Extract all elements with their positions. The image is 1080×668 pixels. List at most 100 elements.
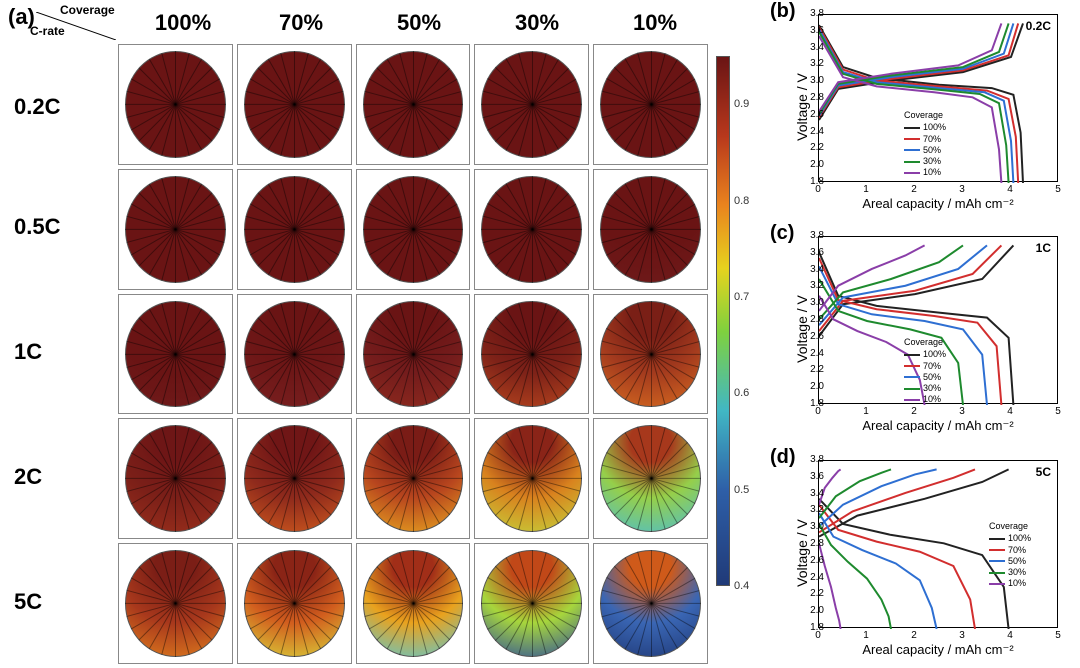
y-tick: 2.2	[800, 588, 824, 599]
x-tick: 0	[812, 184, 824, 195]
disc-cell	[356, 418, 471, 539]
y-tick: 3.2	[800, 504, 824, 515]
legend-row: 30%	[989, 567, 1031, 578]
legend-label: 70%	[923, 134, 941, 145]
x-tick: 5	[1052, 184, 1064, 195]
x-tick: 1	[860, 184, 872, 195]
panel-label: (d)	[770, 446, 796, 469]
legend-swatch	[904, 149, 920, 151]
disc	[363, 51, 464, 158]
disc-cell	[118, 418, 233, 539]
x-axis-label: Areal capacity / mAh cm⁻²	[818, 642, 1058, 658]
y-tick: 3.2	[800, 280, 824, 291]
legend: Coverage100%70%50%30%10%	[989, 521, 1031, 590]
x-tick: 2	[908, 406, 920, 417]
colorbar-tick: 0.7	[734, 291, 749, 303]
legend-label: 30%	[923, 156, 941, 167]
disc-cell	[356, 543, 471, 664]
disc-cell	[474, 44, 589, 165]
disc	[125, 550, 226, 657]
x-tick: 1	[860, 406, 872, 417]
colorbar-tick: 0.6	[734, 387, 749, 399]
y-axis-label: Voltage / V	[794, 73, 810, 141]
legend-swatch	[904, 399, 920, 401]
legend-label: 50%	[923, 145, 941, 156]
y-tick: 3.8	[800, 454, 824, 465]
disc	[600, 176, 701, 283]
x-tick: 0	[812, 406, 824, 417]
legend-swatch	[989, 560, 1005, 562]
legend-swatch	[904, 354, 920, 356]
legend-swatch	[904, 138, 920, 140]
disc	[600, 51, 701, 158]
disc-cell	[237, 169, 352, 290]
y-tick: 3.4	[800, 488, 824, 499]
disc	[481, 301, 582, 408]
disc	[125, 301, 226, 408]
legend-swatch	[989, 572, 1005, 574]
disc	[363, 176, 464, 283]
y-tick: 3.8	[800, 8, 824, 19]
disc-cell	[118, 543, 233, 664]
legend-row: 10%	[904, 394, 946, 405]
coverage-axis-label: Coverage	[60, 3, 115, 17]
disc-cell	[474, 543, 589, 664]
chart-c: (c)1CCoverage100%70%50%30%10%1.82.02.22.…	[770, 224, 1070, 434]
panel-a: (a) Coverage C-rate 100%70%50%30%10% 0.2…	[8, 4, 758, 664]
disc-cell	[593, 44, 708, 165]
disc-cell	[593, 169, 708, 290]
x-tick: 2	[908, 184, 920, 195]
row-header: 0.2C	[14, 94, 114, 120]
disc	[363, 301, 464, 408]
plot-area: 0.2CCoverage100%70%50%30%10%	[818, 14, 1058, 182]
legend-row: 100%	[904, 122, 946, 133]
col-header: 50%	[374, 10, 464, 36]
x-tick: 3	[956, 630, 968, 641]
legend-swatch	[904, 388, 920, 390]
legend-label: 10%	[1008, 578, 1026, 589]
legend-label: 10%	[923, 167, 941, 178]
disc-cell	[593, 418, 708, 539]
legend-row: 50%	[904, 145, 946, 156]
disc	[481, 51, 582, 158]
disc	[481, 176, 582, 283]
disc	[244, 176, 345, 283]
x-tick: 2	[908, 630, 920, 641]
y-tick: 3.6	[800, 247, 824, 258]
disc	[244, 550, 345, 657]
legend-label: 30%	[1008, 567, 1026, 578]
disc	[125, 51, 226, 158]
disc	[600, 301, 701, 408]
y-axis-label: Voltage / V	[794, 295, 810, 363]
x-axis-label: Areal capacity / mAh cm⁻²	[818, 418, 1058, 434]
x-tick: 5	[1052, 630, 1064, 641]
y-tick: 3.6	[800, 25, 824, 36]
x-tick: 1	[860, 630, 872, 641]
disc-cell	[118, 294, 233, 415]
legend-label: 100%	[923, 122, 946, 133]
colorbar-tick: 0.9	[734, 98, 749, 110]
disc	[244, 425, 345, 532]
disc-cell	[593, 543, 708, 664]
chart-d: (d)5CCoverage100%70%50%30%10%1.82.02.22.…	[770, 448, 1070, 658]
legend: Coverage100%70%50%30%10%	[904, 337, 946, 406]
col-header: 10%	[610, 10, 700, 36]
colorbar-tick: 0.4	[734, 580, 749, 592]
y-tick: 2.0	[800, 605, 824, 616]
disc	[363, 425, 464, 532]
legend-row: 70%	[989, 545, 1031, 556]
legend-row: 100%	[904, 349, 946, 360]
chart-b: (b)0.2CCoverage100%70%50%30%10%1.82.02.2…	[770, 2, 1070, 212]
disc-cell	[118, 44, 233, 165]
legend-row: 50%	[989, 556, 1031, 567]
legend-label: 30%	[923, 383, 941, 394]
plot-area: 1CCoverage100%70%50%30%10%	[818, 236, 1058, 404]
curve	[819, 266, 987, 405]
legend-swatch	[989, 538, 1005, 540]
disc-cell	[356, 169, 471, 290]
disc-cell	[237, 44, 352, 165]
y-tick: 3.8	[800, 230, 824, 241]
legend-row: 30%	[904, 156, 946, 167]
panel-label: (c)	[770, 222, 794, 245]
y-tick: 3.2	[800, 58, 824, 69]
